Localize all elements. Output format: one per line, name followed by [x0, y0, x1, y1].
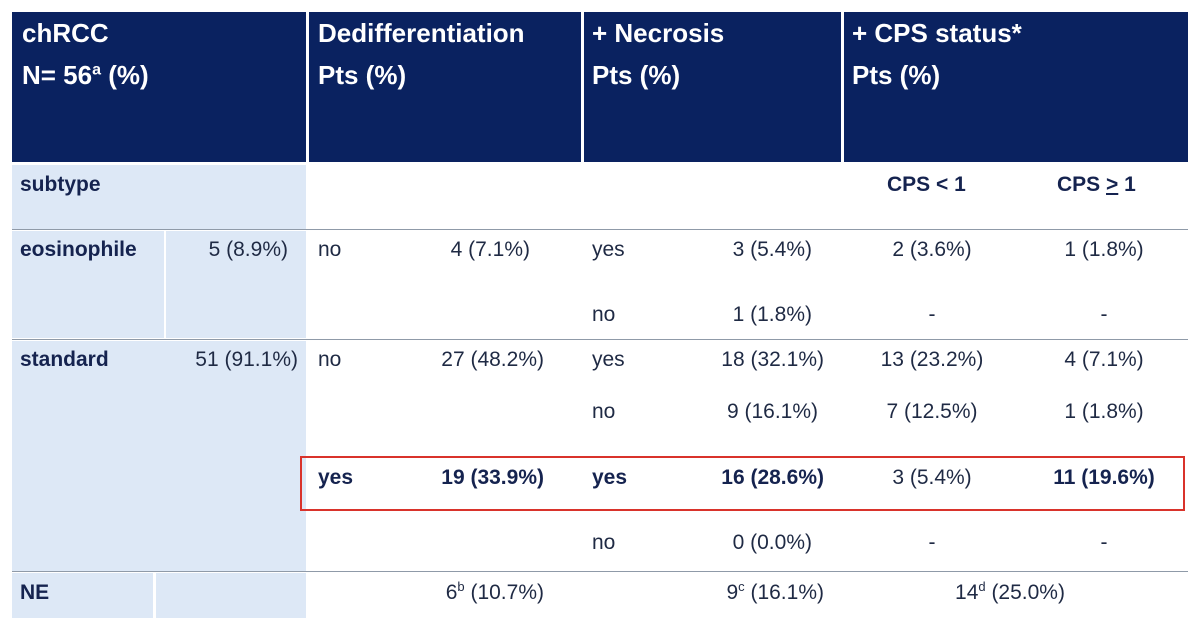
standard-yes-necrosis-yes: yes	[592, 466, 628, 489]
ne-label: NE	[20, 581, 50, 604]
eosinophile-yes-cps-ge: 1 (1.8%)	[1064, 238, 1144, 261]
subtype-shade	[12, 165, 306, 229]
eosinophile-necrosis-yes: yes	[592, 238, 625, 261]
eosinophile-n: 5 (8.9%)	[208, 238, 288, 261]
cps-ge-header: CPS > 1	[1057, 173, 1136, 196]
eosinophile-no-cps-lt: -	[928, 303, 936, 326]
standard-no-yes-cps-lt: 13 (23.2%)	[880, 348, 984, 371]
standard-yes-necrosis-yes-n: 16 (28.6%)	[721, 466, 824, 489]
eosinophile-yes-cps-lt: 2 (3.6%)	[892, 238, 972, 261]
header-col3-line2: Pts (%)	[592, 60, 681, 90]
standard-dediff-no-n: 27 (48.2%)	[441, 348, 544, 371]
eosinophile-label: eosinophile	[20, 238, 137, 261]
ne-n-shade	[156, 573, 306, 618]
header-col4-line2: Pts (%)	[852, 60, 941, 90]
eosinophile-necrosis-yes-n: 3 (5.4%)	[732, 238, 812, 261]
standard-no-necrosis-no: no	[592, 400, 616, 423]
standard-yes-yes-cps-lt: 3 (5.4%)	[892, 466, 972, 489]
eosinophile-label-shade	[12, 231, 164, 338]
ne-cps: 14d (25.0%)	[955, 579, 1065, 604]
standard-no-no-cps-lt: 7 (12.5%)	[886, 400, 978, 423]
header-col3-line1: + Necrosis	[592, 18, 725, 48]
header-col2-line2: Pts (%)	[318, 60, 407, 90]
row-divider-eosinophile	[12, 229, 1188, 230]
eosinophile-n-shade	[166, 231, 306, 338]
standard-yes-no-cps-ge: -	[1100, 531, 1108, 554]
standard-n: 51 (91.1%)	[195, 348, 298, 371]
standard-yes-no-cps-lt: -	[928, 531, 936, 554]
eosinophile-dediff: no	[318, 238, 342, 261]
header-col2	[309, 12, 581, 162]
header-col1-line1: chRCC	[22, 18, 109, 48]
standard-no-necrosis-yes-n: 18 (32.1%)	[721, 348, 824, 371]
highlight-box	[300, 456, 1185, 511]
header-col4-line1: + CPS status*	[852, 18, 1022, 48]
header-col4	[844, 12, 1188, 162]
standard-dediff-yes: yes	[318, 466, 354, 489]
standard-no-necrosis-no-n: 9 (16.1%)	[726, 400, 818, 423]
ne-necrosis: 9c (16.1%)	[726, 579, 824, 604]
standard-shade	[12, 341, 306, 571]
ne-label-shade	[12, 573, 153, 618]
standard-yes-necrosis-no-n: 0 (0.0%)	[732, 531, 812, 554]
header-col2-line1: Dedifferentiation	[318, 18, 525, 48]
row-divider-ne	[12, 571, 1188, 572]
standard-dediff-no: no	[318, 348, 342, 371]
subtype-label: subtype	[20, 173, 101, 196]
eosinophile-dediff-n: 4 (7.1%)	[450, 238, 530, 261]
ne-dediff: 6b (10.7%)	[445, 579, 544, 604]
header-col3	[584, 12, 841, 162]
standard-no-no-cps-ge: 1 (1.8%)	[1064, 400, 1144, 423]
cps-lt-header: CPS < 1	[887, 173, 966, 196]
standard-no-yes-cps-ge: 4 (7.1%)	[1064, 348, 1144, 371]
standard-label: standard	[20, 348, 109, 371]
eosinophile-no-cps-ge: -	[1100, 303, 1108, 326]
header-col1-line2: N= 56a (%)	[22, 60, 149, 90]
row-divider-standard	[12, 339, 1188, 340]
standard-yes-necrosis-no: no	[592, 531, 616, 554]
eosinophile-necrosis-no: no	[592, 303, 616, 326]
standard-yes-yes-cps-ge: 11 (19.6%)	[1053, 466, 1155, 489]
standard-dediff-yes-n: 19 (33.9%)	[441, 466, 544, 489]
standard-no-necrosis-yes: yes	[592, 348, 625, 371]
header-col1	[12, 12, 306, 162]
eosinophile-necrosis-no-n: 1 (1.8%)	[732, 303, 812, 326]
